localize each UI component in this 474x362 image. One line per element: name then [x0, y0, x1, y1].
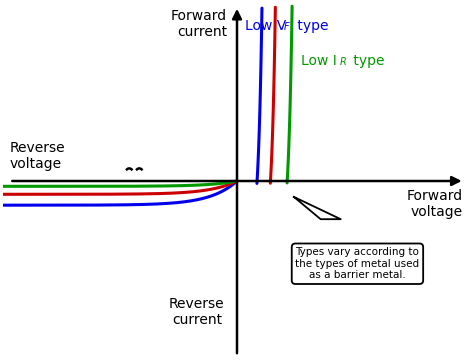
Text: Forward
current: Forward current [171, 9, 227, 39]
Text: Low V: Low V [245, 19, 286, 33]
Text: type: type [292, 19, 328, 33]
Text: type: type [349, 54, 384, 68]
Text: $_R$: $_R$ [339, 54, 346, 68]
Text: Forward
voltage: Forward voltage [407, 189, 463, 219]
Text: Reverse
voltage: Reverse voltage [9, 141, 65, 172]
Text: Types vary according to
the types of metal used
as a barrier metal.: Types vary according to the types of met… [295, 247, 419, 280]
Text: Low I: Low I [301, 54, 337, 68]
Text: Reverse
current: Reverse current [169, 297, 225, 327]
Text: $_F$: $_F$ [283, 19, 291, 33]
Polygon shape [294, 197, 341, 219]
